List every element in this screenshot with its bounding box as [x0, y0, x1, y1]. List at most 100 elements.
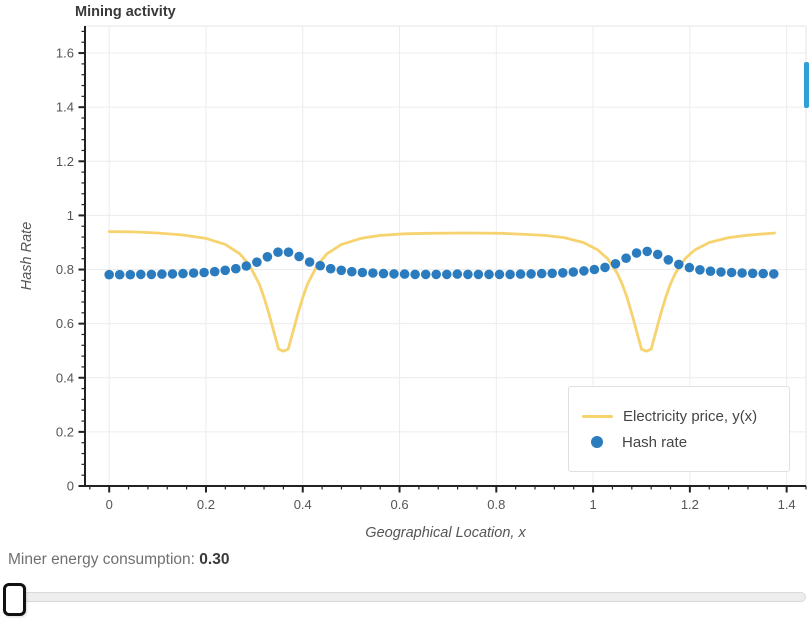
hash-rate-point — [304, 257, 315, 267]
hash-rate-point — [716, 267, 726, 277]
y-tick-label: 0.2 — [56, 424, 74, 439]
legend-label: Electricity price, y(x) — [623, 407, 758, 425]
hash-rate-point — [125, 269, 136, 280]
hash-rate-point — [663, 254, 674, 265]
hash-rate-point — [178, 268, 188, 279]
hash-rate-point — [473, 269, 484, 280]
hash-rate-point — [336, 265, 347, 276]
line-swatch-icon — [582, 414, 613, 418]
hash-rate-point — [610, 259, 621, 269]
hash-rate-dots — [104, 246, 779, 280]
x-tick-label: 1.4 — [778, 497, 796, 512]
hash-rate-point — [505, 269, 515, 280]
hash-rate-point — [209, 266, 220, 277]
hash-rate-point — [220, 265, 230, 276]
slider-value: 0.30 — [199, 551, 230, 568]
hash-rate-point — [252, 257, 262, 268]
x-tick-label: 1 — [589, 497, 596, 512]
slider-title-text: Miner energy consumption: — [8, 551, 200, 568]
hash-rate-point — [114, 269, 125, 280]
hash-rate-point — [705, 266, 716, 277]
y-tick-label: 1.2 — [56, 154, 74, 169]
hash-rate-point — [157, 269, 167, 279]
hash-rate-point — [726, 267, 737, 278]
hash-rate-point — [515, 269, 526, 279]
hash-rate-point — [558, 268, 568, 278]
hash-rate-point — [621, 253, 631, 263]
hash-rate-point — [273, 247, 283, 257]
hash-rate-point — [420, 269, 431, 280]
x-tick-label: 0.8 — [487, 497, 505, 512]
hash-rate-point — [589, 264, 600, 275]
y-tick-label: 0.8 — [56, 262, 74, 277]
hash-rate-point — [188, 268, 199, 278]
energy-slider-handle[interactable] — [3, 583, 26, 616]
hash-rate-point — [347, 266, 357, 277]
hash-rate-point — [684, 262, 695, 273]
hash-rate-point — [652, 249, 663, 260]
hash-rate-point — [368, 268, 378, 278]
hash-rate-point — [241, 261, 252, 271]
legend-item-hash-rate: Hash rate — [582, 434, 789, 451]
x-tick-label: 0 — [106, 497, 113, 512]
hash-rate-point — [642, 246, 652, 257]
hash-rate-point — [262, 251, 273, 262]
x-axis-title: Geographical Location, x — [365, 525, 526, 541]
hash-rate-point — [568, 267, 579, 277]
hash-rate-point — [769, 269, 779, 279]
scrollbar-thumb[interactable] — [804, 62, 809, 108]
x-tick-label: 0.2 — [197, 497, 215, 512]
hash-rate-point — [389, 269, 399, 279]
circle-swatch-icon — [591, 436, 603, 448]
hash-rate-point — [231, 263, 241, 274]
hash-rate-point — [378, 268, 389, 279]
y-tick-label: 0.4 — [56, 370, 74, 385]
hash-rate-point — [463, 269, 473, 280]
legend-label: Hash rate — [622, 433, 688, 451]
electricity-price-line — [107, 230, 776, 353]
hash-rate-point — [294, 251, 304, 262]
hash-rate-point — [747, 268, 758, 279]
hash-rate-point — [199, 267, 209, 278]
hash-rate-point — [494, 269, 505, 280]
hash-rate-point — [167, 269, 178, 279]
hash-rate-point — [146, 269, 157, 280]
legend-item-electricity-price: Electricity price, y(x) — [582, 408, 789, 425]
hash-rate-point — [484, 269, 494, 280]
plot-title: Mining activity — [75, 4, 176, 20]
hash-rate-point — [315, 260, 326, 271]
hash-rate-point — [431, 269, 442, 280]
slider-title: Miner energy consumption: 0.30 — [8, 551, 229, 569]
plot-canvas[interactable]: 0 0.2 0.4 0.6 0.8 1 1.2 1.4 0 0.2 0.4 0.6 0.8 1 1.2 1.4… — [0, 0, 811, 548]
hash-rate-point — [547, 268, 557, 279]
y-tick-label: 0 — [67, 479, 74, 494]
axes — [78, 26, 807, 493]
y-tick-label: 0.6 — [56, 316, 74, 331]
hash-rate-point — [536, 268, 547, 279]
hash-rate-point — [737, 268, 747, 278]
x-tick-label: 0.6 — [390, 497, 408, 512]
legend: Electricity price, y(x) Hash rate — [568, 386, 790, 472]
hash-rate-point — [325, 263, 336, 274]
y-tick-label: 1 — [67, 208, 74, 223]
x-tick-label: 0.4 — [294, 497, 312, 512]
hash-rate-point — [600, 262, 610, 273]
hash-rate-point — [136, 269, 146, 280]
y-tick-label: 1.4 — [56, 100, 74, 115]
hash-rate-point — [452, 269, 463, 279]
energy-slider-track[interactable] — [8, 592, 806, 602]
hash-rate-point — [399, 269, 410, 279]
hash-rate-point — [631, 248, 642, 258]
hash-rate-point — [357, 267, 368, 278]
hash-rate-point — [526, 269, 536, 279]
hash-rate-point — [674, 259, 684, 270]
hash-rate-point — [695, 265, 705, 275]
hash-rate-point — [283, 247, 294, 257]
x-tick-label: 1.2 — [681, 497, 699, 512]
y-axis-title: Hash Rate — [19, 222, 35, 291]
hash-rate-point — [758, 268, 768, 279]
hash-rate-point — [104, 269, 114, 280]
y-tick-label: 1.6 — [56, 46, 74, 61]
hash-rate-point — [442, 269, 452, 280]
